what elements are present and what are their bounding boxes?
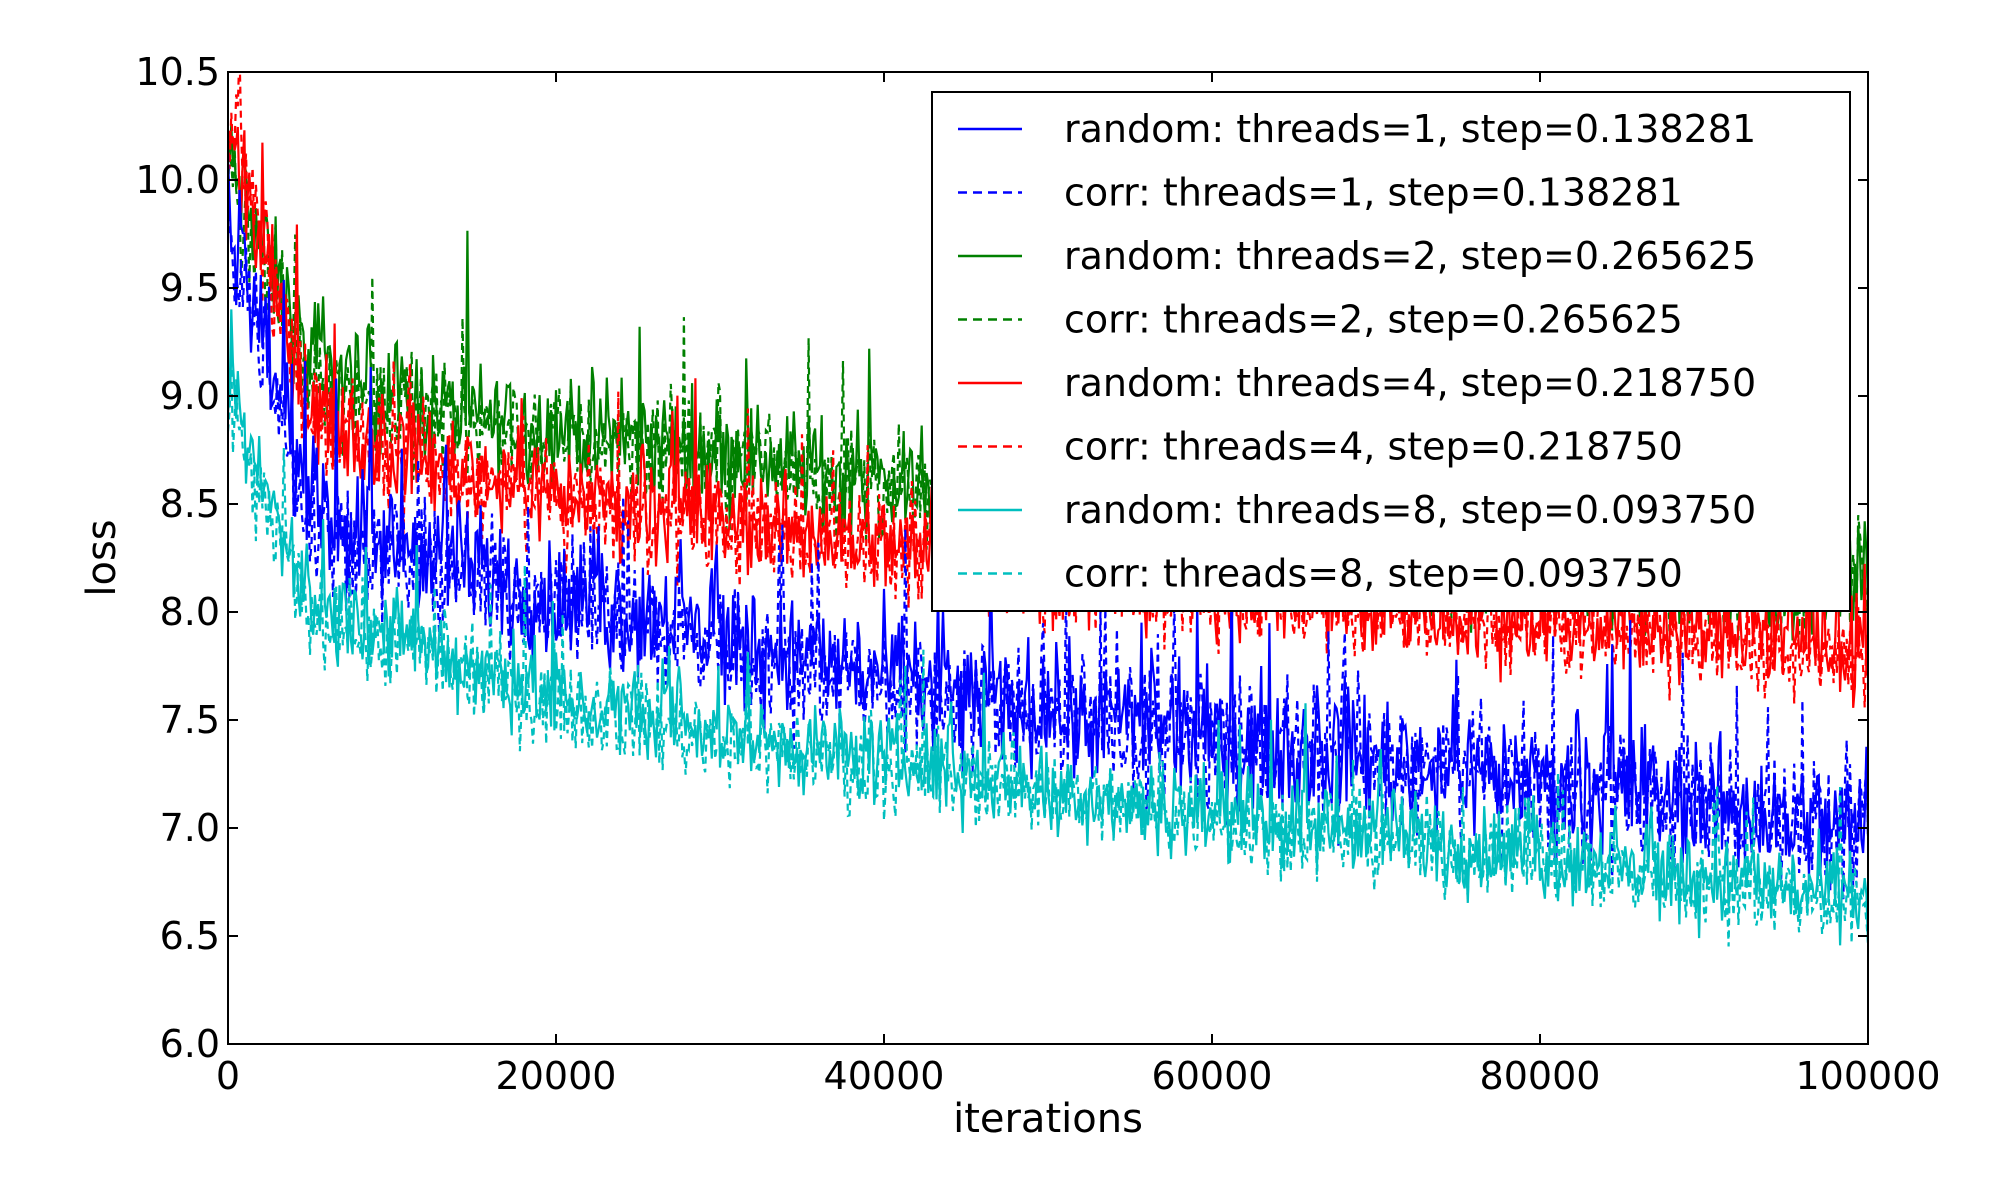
y-tick-label: 10.5 bbox=[135, 50, 220, 94]
y-tick-label: 9.0 bbox=[160, 374, 220, 418]
x-tick-label: 60000 bbox=[1152, 1054, 1273, 1098]
legend-label: random: threads=8, step=0.093750 bbox=[1064, 488, 1756, 532]
legend-label: random: threads=1, step=0.138281 bbox=[1064, 107, 1756, 151]
y-tick-label: 8.0 bbox=[160, 590, 220, 634]
series-line-1 bbox=[228, 154, 1868, 900]
x-tick-label: 20000 bbox=[496, 1054, 617, 1098]
x-tick-label: 100000 bbox=[1795, 1054, 1940, 1098]
y-tick-label: 10.0 bbox=[135, 158, 220, 202]
series-line-7 bbox=[228, 352, 1868, 947]
legend-label: corr: threads=8, step=0.093750 bbox=[1064, 552, 1683, 596]
legend: random: threads=1, step=0.138281 corr: th… bbox=[931, 91, 1851, 612]
y-axis-label: loss bbox=[79, 519, 125, 596]
x-axis-label: iterations bbox=[953, 1096, 1143, 1142]
legend-label: corr: threads=4, step=0.218750 bbox=[1064, 425, 1683, 469]
y-tick-label: 6.5 bbox=[160, 914, 220, 958]
y-tick-label: 9.5 bbox=[160, 266, 220, 310]
x-tick-label: 80000 bbox=[1480, 1054, 1601, 1098]
plot-frame bbox=[227, 71, 1869, 1045]
legend-label: random: threads=2, step=0.265625 bbox=[1064, 234, 1756, 278]
y-tick-label: 7.5 bbox=[160, 698, 220, 742]
legend-label: corr: threads=2, step=0.265625 bbox=[1064, 298, 1683, 342]
legend-label: random: threads=4, step=0.218750 bbox=[1064, 361, 1756, 405]
y-axis: 6.0 6.5 7.0 7.5 8.0 8.5 9.0 9.5 10.0 10.5 bbox=[135, 50, 1868, 1066]
y-tick-label: 6.0 bbox=[160, 1022, 220, 1066]
x-tick-label: 40000 bbox=[824, 1054, 945, 1098]
legend-label: corr: threads=1, step=0.138281 bbox=[1064, 171, 1683, 215]
x-tick-label: 0 bbox=[216, 1054, 240, 1098]
x-axis: 0 20000 40000 60000 80000 100000 bbox=[216, 72, 1941, 1098]
legend-box bbox=[931, 91, 1851, 612]
y-tick-label: 7.0 bbox=[160, 806, 220, 850]
y-tick-label: 8.5 bbox=[160, 482, 220, 526]
